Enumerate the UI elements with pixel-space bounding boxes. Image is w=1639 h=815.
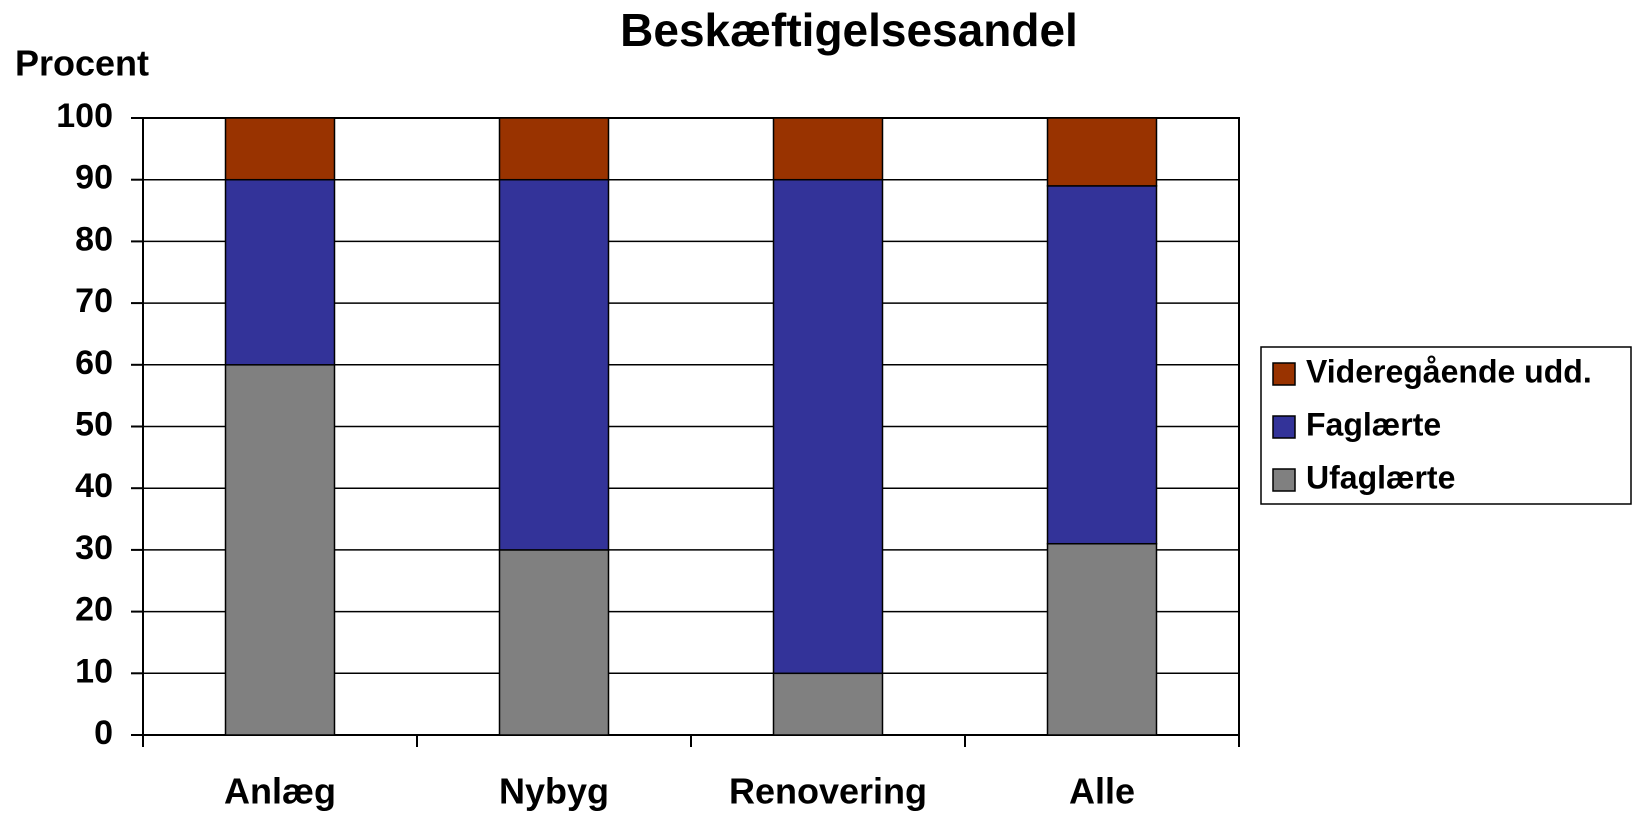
y-tick-label: 50 — [75, 405, 113, 443]
legend-swatch — [1272, 362, 1296, 386]
legend-box — [1260, 346, 1632, 505]
bar-segment — [224, 364, 336, 736]
bar-segment — [772, 117, 884, 181]
y-tick-label: 60 — [75, 344, 113, 382]
bar-segment — [1046, 117, 1158, 187]
x-tick-label: Alle — [1069, 771, 1135, 812]
y-tick-label: 90 — [75, 159, 113, 197]
y-tick-label: 80 — [75, 220, 113, 258]
chart-title: Beskæftigelsesandel — [620, 4, 1078, 56]
y-tick-label: 70 — [75, 282, 113, 320]
bar-segment — [772, 672, 884, 736]
y-tick-label: 40 — [75, 467, 113, 505]
y-tick-label: 10 — [75, 652, 113, 690]
x-tick-label: Anlæg — [224, 771, 336, 812]
bar-segment — [772, 178, 884, 675]
bar-segment — [1046, 542, 1158, 736]
y-tick-label: 20 — [75, 591, 113, 629]
bar-segment — [224, 117, 336, 181]
y-axis-label: Procent — [15, 43, 149, 84]
y-tick-label: 30 — [75, 529, 113, 567]
x-tick-label: Renovering — [729, 771, 927, 812]
bar-segment — [498, 549, 610, 736]
bar-segment — [224, 178, 336, 366]
legend-swatch — [1272, 415, 1296, 439]
legend-label: Videregående udd. — [1306, 353, 1592, 389]
y-tick-label: 0 — [94, 714, 113, 752]
y-tick-label: 100 — [56, 97, 113, 135]
bar-segment — [498, 117, 610, 181]
legend-swatch — [1272, 468, 1296, 492]
legend-label: Faglærte — [1306, 406, 1441, 442]
legend-label: Ufaglærte — [1306, 459, 1455, 495]
bar-segment — [498, 178, 610, 551]
x-tick-label: Nybyg — [499, 771, 609, 812]
bar-segment — [1046, 185, 1158, 545]
